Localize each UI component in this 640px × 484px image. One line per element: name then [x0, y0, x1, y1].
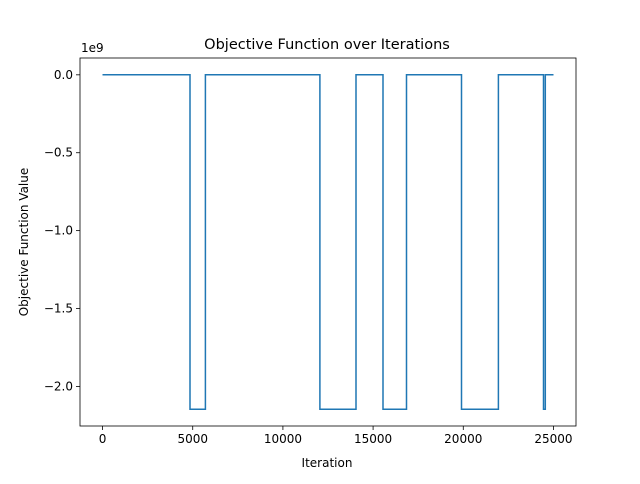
x-tick-label: 25000	[534, 432, 572, 446]
y-axis-offset-label: 1e9	[81, 41, 104, 55]
y-tick-label: 0.0	[54, 68, 73, 82]
series-line-0	[102, 74, 554, 411]
x-tick-label: 10000	[264, 432, 302, 446]
x-axis-label: Iteration	[302, 456, 353, 470]
plot-area: 0 5000 10000 15000 20000 25000 0.0 −0.5 −1.0 −1.5…	[44, 57, 577, 446]
y-tick-label: −0.5	[44, 146, 73, 160]
y-tick-label: −1.0	[44, 224, 73, 238]
y-tick-label: −2.0	[44, 379, 73, 393]
x-tick-label: 20000	[444, 432, 482, 446]
x-tick-label: 5000	[177, 432, 208, 446]
y-axis-label: Objective Function Value	[17, 168, 31, 317]
x-tick-label: 0	[99, 432, 107, 446]
x-tick-label: 15000	[354, 432, 392, 446]
chart-title: Objective Function over Iterations	[204, 37, 450, 53]
axes-frame	[79, 57, 577, 427]
y-tick-label: −1.5	[44, 302, 73, 316]
